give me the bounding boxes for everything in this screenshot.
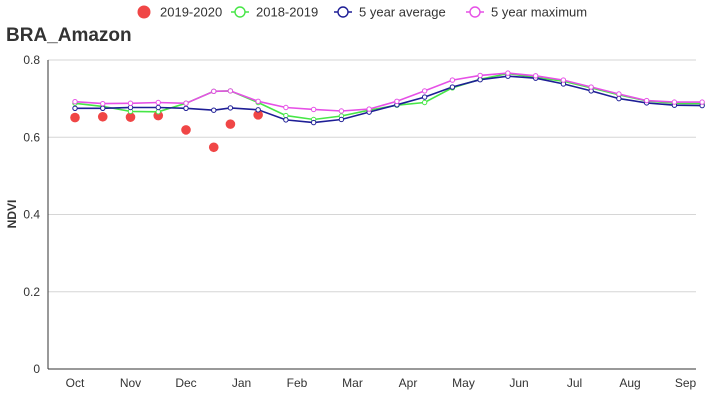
data-point-5-year-maximum[interactable] (505, 70, 511, 76)
legend-item-2019-2020[interactable]: 2019-2020 (137, 5, 223, 20)
data-point-2018-2019[interactable] (283, 112, 289, 119)
data-point-2019-2020[interactable] (125, 112, 136, 122)
data-point-2019-2020[interactable] (253, 110, 263, 120)
data-point-5-year-maximum[interactable] (227, 88, 234, 94)
data-point-5-year-average[interactable] (227, 105, 234, 111)
y-tick-label: 0.2 (23, 285, 40, 299)
series-line-5-year-maximum (74, 72, 703, 112)
y-tick-label: 0 (33, 362, 40, 376)
data-point-5-year-maximum[interactable] (449, 77, 456, 83)
data-point-5-year-average[interactable] (338, 116, 345, 123)
series-line-5-year-average (75, 75, 703, 124)
y-tick-label: 0.8 (23, 53, 40, 67)
y-axis-title: NDVI (5, 200, 19, 229)
data-point-5-year-maximum[interactable] (183, 100, 189, 106)
data-point-5-year-maximum[interactable] (643, 97, 650, 104)
data-point-2019-2020[interactable] (70, 112, 80, 123)
data-point-5-year-maximum[interactable] (616, 91, 622, 97)
data-point-5-year-maximum[interactable] (155, 99, 161, 106)
data-point-5-year-average[interactable] (310, 119, 317, 126)
chart-title: BRA_Amazon (6, 25, 132, 46)
data-point-5-year-maximum[interactable] (72, 99, 78, 105)
x-tick-label: Jul (567, 376, 582, 390)
x-tick-label: Jun (509, 376, 528, 390)
legend[interactable]: 2019-2020 2018-2019 5 year average 5 year m… (137, 5, 588, 20)
x-tick-label: Dec (175, 376, 196, 390)
y-tick-label: 0.4 (23, 208, 40, 222)
x-tick-label: Sep (675, 376, 697, 390)
grid-lines (48, 59, 696, 293)
legend-item-5-year-average[interactable]: 5 year average (334, 5, 446, 20)
legend-symbol (337, 6, 349, 18)
series-markers (70, 70, 705, 153)
y-tick-label: 0.6 (23, 130, 40, 144)
data-point-5-year-maximum[interactable] (255, 98, 261, 105)
data-point-5-year-average[interactable] (283, 117, 289, 123)
data-point-5-year-average[interactable] (155, 104, 161, 111)
data-point-2019-2020[interactable] (97, 111, 108, 122)
data-point-5-year-maximum[interactable] (127, 100, 134, 106)
legend-symbol (137, 5, 151, 19)
data-point-5-year-maximum[interactable] (421, 88, 428, 94)
data-point-5-year-maximum[interactable] (477, 72, 483, 79)
legend-label: 5 year maximum (491, 5, 587, 20)
series-lines (74, 72, 703, 124)
data-point-5-year-maximum[interactable] (532, 73, 539, 79)
data-point-5-year-average[interactable] (616, 95, 622, 102)
data-point-5-year-maximum[interactable] (100, 100, 106, 107)
data-point-5-year-maximum[interactable] (560, 77, 567, 83)
x-tick-label: May (452, 376, 475, 390)
data-point-2019-2020[interactable] (225, 119, 236, 129)
legend-label: 2018-2019 (256, 5, 318, 20)
data-point-5-year-average[interactable] (127, 104, 134, 111)
data-point-5-year-maximum[interactable] (588, 84, 594, 90)
data-point-5-year-maximum[interactable] (338, 108, 345, 114)
data-point-5-year-average[interactable] (477, 76, 483, 83)
data-point-5-year-average[interactable] (255, 107, 261, 113)
data-point-5-year-average[interactable] (421, 94, 428, 100)
data-point-2019-2020[interactable] (153, 110, 164, 121)
x-tick-label: Oct (66, 376, 85, 390)
data-point-5-year-average[interactable] (72, 105, 78, 111)
x-tick-label: Mar (342, 376, 363, 390)
x-tick-label: Aug (619, 376, 640, 390)
data-point-5-year-maximum[interactable] (283, 104, 289, 111)
data-point-5-year-maximum[interactable] (211, 88, 217, 94)
x-tick-label: Feb (287, 376, 308, 390)
data-point-5-year-maximum[interactable] (394, 98, 400, 105)
x-tick-label: Apr (399, 376, 418, 390)
data-point-5-year-maximum[interactable] (366, 106, 372, 112)
legend-item-5-year-maximum[interactable]: 5 year maximum (466, 5, 587, 20)
x-tick-label: Nov (120, 376, 141, 390)
data-point-2018-2019[interactable] (421, 99, 428, 106)
data-point-5-year-maximum[interactable] (699, 99, 705, 105)
data-point-2019-2020[interactable] (181, 125, 191, 135)
legend-label: 2019-2020 (160, 5, 222, 20)
legend-symbol (469, 6, 481, 18)
data-point-5-year-maximum[interactable] (671, 99, 678, 105)
data-point-5-year-maximum[interactable] (310, 106, 317, 113)
data-point-5-year-average[interactable] (211, 107, 217, 113)
series-line-2018-2019 (74, 72, 703, 121)
data-point-2018-2019[interactable] (155, 109, 161, 115)
legend-symbol (234, 6, 246, 18)
data-point-5-year-average[interactable] (183, 105, 189, 111)
x-tick-label: Jan (232, 376, 251, 390)
data-point-5-year-average[interactable] (449, 84, 456, 90)
data-point-2019-2020[interactable] (208, 142, 219, 153)
legend-item-2018-2019[interactable]: 2018-2019 (231, 5, 318, 20)
data-point-5-year-average[interactable] (100, 105, 106, 111)
axes: 0 0.2 0.4 0.6 0.8 Oct Nov Dec Jan Feb Mar Apr May Jun… (23, 53, 696, 390)
legend-label: 5 year average (359, 5, 446, 20)
